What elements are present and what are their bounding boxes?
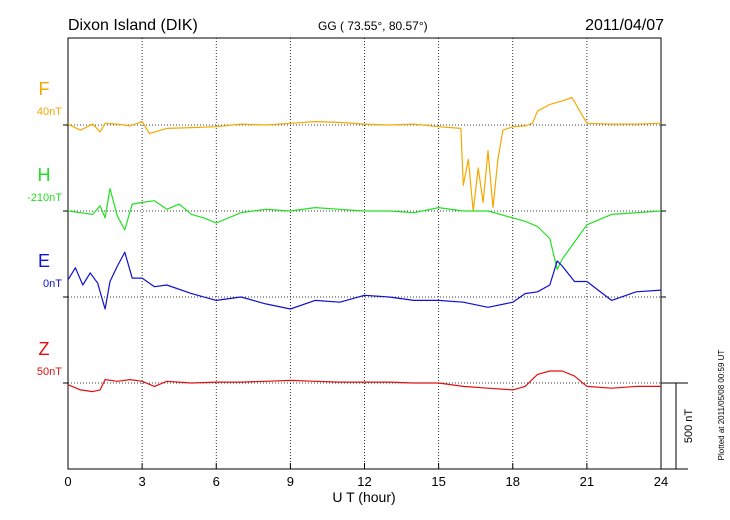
x-tick-label: 15 xyxy=(431,474,445,489)
x-tick-label: 21 xyxy=(580,474,594,489)
series-baseline-h: -210nT xyxy=(27,192,62,204)
series-lines xyxy=(67,96,662,393)
x-tick-label: 12 xyxy=(357,474,371,489)
series-line-f xyxy=(67,96,662,212)
series-name-h: H xyxy=(38,165,51,185)
x-axis-ticks: 0 3 6 9 12 15 18 21 24 xyxy=(64,463,668,489)
chart-title: Dixon Island (DIK) xyxy=(68,17,198,34)
x-tick-label: 18 xyxy=(506,474,520,489)
series-line-e xyxy=(67,251,662,310)
series-name-z: Z xyxy=(39,339,50,359)
scale-bar-label: 500 nT xyxy=(683,409,695,444)
x-tick-label: 24 xyxy=(654,474,668,489)
x-tick-label: 6 xyxy=(213,474,220,489)
series-line-z xyxy=(67,370,661,393)
x-tick-label: 9 xyxy=(287,474,294,489)
x-tick-label: 3 xyxy=(139,474,146,489)
station-coordinates: GG ( 73.55°, 80.57°) xyxy=(318,19,428,33)
series-labels: F 40nT H -210nT E 0nT Z 50nT xyxy=(27,79,62,378)
series-baseline-z: 50nT xyxy=(37,366,62,378)
x-tick-label: 0 xyxy=(64,474,71,489)
series-baseline-e: 0nT xyxy=(43,278,62,290)
chart-date: 2011/04/07 xyxy=(585,17,664,34)
plotted-note: Plotted at 2011/05/08 00:59 UT xyxy=(717,350,726,461)
series-name-f: F xyxy=(39,79,50,99)
scale-bar: 500 nT xyxy=(661,382,695,470)
x-axis-label: U T (hour) xyxy=(332,489,395,505)
series-baseline-f: 40nT xyxy=(37,106,62,118)
series-name-e: E xyxy=(38,251,50,271)
baselines xyxy=(63,124,666,384)
time-grid xyxy=(141,38,588,469)
